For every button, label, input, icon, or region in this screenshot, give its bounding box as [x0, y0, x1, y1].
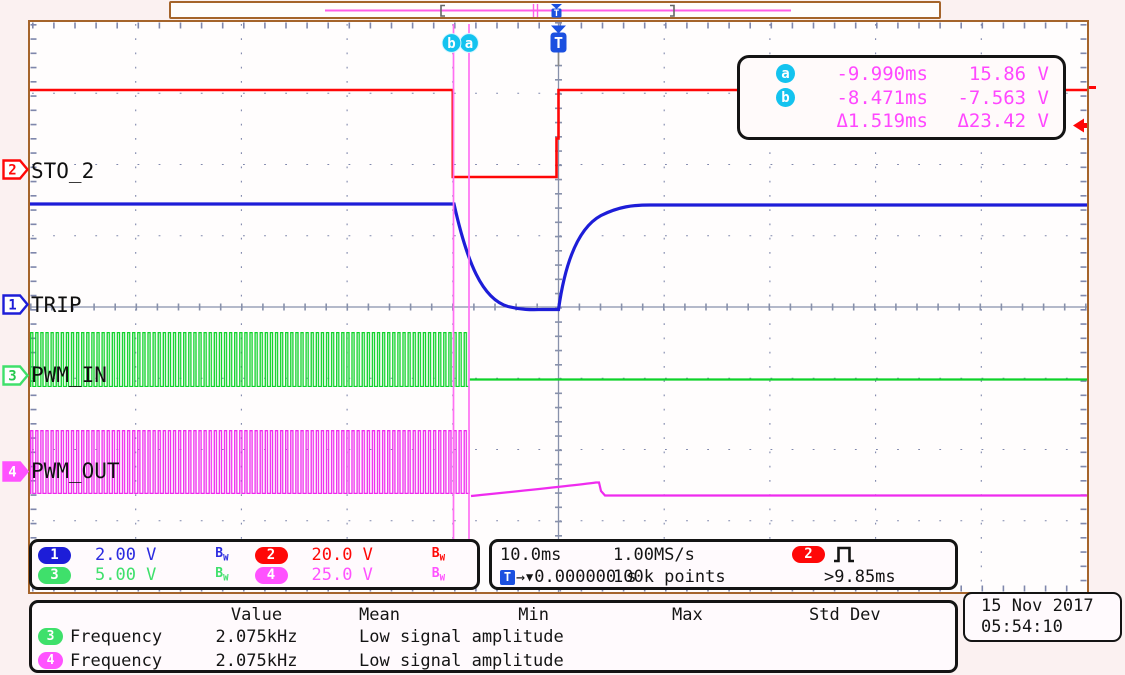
cursor-b-readout-badge: b — [776, 88, 795, 107]
meas-header-value: Value — [230, 605, 283, 625]
ch3-scale: 5.00 V — [95, 565, 157, 585]
ch4-settings[interactable]: 4 25.0 V BW — [254, 565, 472, 585]
time-text: 05:54:10 — [981, 617, 1063, 637]
preview-window-right-bracket — [670, 4, 675, 17]
ch3-label: PWM_IN — [31, 363, 107, 387]
meas-header-min: Min — [518, 605, 549, 625]
trigger-position-readout: T → ▼ 0.000000 s — [500, 567, 637, 587]
ch1-ground-marker[interactable]: 1 — [2, 294, 30, 315]
meas-row1-name: Frequency — [70, 627, 163, 647]
cursor-b-row: b -8.471ms -7.563 V — [750, 86, 1049, 110]
ch4-scale: 25.0 V — [311, 565, 373, 585]
pulse-trigger-icon — [834, 546, 854, 563]
meas-row2-name: Frequency — [70, 651, 163, 671]
meas-row2-value: 2.075kHz — [215, 651, 298, 671]
ch4-decay-waveform — [470, 481, 1087, 498]
cursor-readout-box: a -9.990ms 15.86 V b -8.471ms -7.563 V Δ… — [737, 55, 1066, 140]
cursor-a-badge-label: a — [465, 36, 473, 52]
ch1-label: TRIP — [31, 293, 82, 317]
trigger-source-pill: 2 — [792, 545, 825, 563]
ch3-pill: 3 — [38, 566, 71, 584]
cursor-a-badge[interactable]: a — [459, 33, 479, 53]
cursor-delta-voltage: Δ23.42 V — [957, 110, 1049, 133]
ch2-marker-number: 2 — [8, 163, 16, 179]
waveform-display: a b T — [30, 22, 1087, 592]
datetime-box: 15 Nov 2017 05:54:10 — [963, 592, 1122, 642]
meas-row1-mean: Low signal amplitude — [359, 627, 564, 647]
ch1-bandwidth-icon: BW — [215, 546, 229, 564]
ch4-label: PWM_OUT — [31, 459, 120, 483]
ch3-marker-number: 3 — [8, 369, 16, 385]
acquisition-preview-bar: T — [169, 1, 941, 19]
meas-row2-pill: 4 — [38, 652, 63, 669]
preview-trigger-box — [551, 8, 562, 18]
ch3-settings[interactable]: 3 5.00 V BW — [38, 565, 255, 585]
cursor-a-readout-badge: a — [776, 64, 795, 84]
trigger-position-value: 0.000000 s — [534, 567, 637, 587]
ch4-bandwidth-icon: BW — [431, 566, 445, 584]
ch2-scale: 20.0 V — [311, 545, 373, 565]
ch3-pwm-burst-waveform — [30, 332, 469, 387]
ch3-bandwidth-icon: BW — [215, 566, 229, 584]
date-text: 15 Nov 2017 — [981, 596, 1094, 616]
meas-header-max: Max — [672, 605, 703, 625]
ch1-settings[interactable]: 1 2.00 V BW — [38, 545, 255, 565]
channel-settings-box: 1 2.00 V BW 2 20.0 V BW 3 5.00 V BW 4 25… — [29, 539, 480, 590]
cursor-a-row: a -9.990ms 15.86 V — [750, 62, 1049, 86]
ch2-bandwidth-icon: BW — [431, 546, 445, 564]
timebase-box: 10.0ms T → ▼ 0.000000 s 1.00MS/s 100k po… — [489, 539, 958, 590]
trigger-source: 2 — [792, 545, 856, 563]
cursor-b-badge-label: b — [447, 36, 455, 52]
cursor-a-time: -9.990ms — [836, 62, 928, 85]
record-length: 100k points — [613, 567, 726, 587]
ch4-ground-marker[interactable]: 4 — [2, 461, 30, 482]
meas-row1-pill: 3 — [38, 628, 63, 645]
trigger-holdoff: >9.85ms — [824, 567, 896, 587]
ch4-pwm-burst-waveform — [30, 430, 470, 494]
trigger-flag-t-label: T — [554, 34, 563, 52]
cursor-b-voltage: -7.563 V — [957, 86, 1049, 109]
trigger-position-flag[interactable]: T — [550, 25, 567, 67]
ch4-marker-number: 4 — [8, 465, 16, 481]
ch2-label: STO_2 — [31, 159, 95, 183]
preview-trigger-triangle-icon — [551, 4, 562, 9]
meas-row1-value: 2.075kHz — [215, 627, 298, 647]
preview-trigger-t-label: T — [554, 9, 560, 18]
trigger-arrow-icon: → — [516, 567, 526, 586]
trigger-level-arrow-icon[interactable] — [1073, 118, 1087, 133]
ch1-scale: 2.00 V — [95, 545, 157, 565]
ch4-pill: 4 — [254, 566, 288, 584]
cursor-delta-time: Δ1.519ms — [836, 110, 928, 133]
cursor-b-time: -8.471ms — [836, 86, 928, 109]
ch2-ground-marker[interactable]: 2 — [2, 159, 30, 180]
meas-header-stddev: Std Dev — [809, 605, 881, 625]
meas-header-mean: Mean — [359, 605, 400, 625]
cursor-a-voltage: 15.86 V — [968, 62, 1049, 85]
trigger-t-icon: T — [500, 569, 515, 585]
ch3-ground-marker[interactable]: 3 — [2, 365, 30, 386]
ch2-pill: 2 — [254, 546, 288, 564]
ch2-offscreen-indicator — [1089, 86, 1096, 89]
cursor-delta-row: Δ1.519ms Δ23.42 V — [750, 109, 1049, 133]
preview-window-left-bracket — [440, 4, 445, 17]
trigger-triangle-icon: ▼ — [526, 569, 534, 584]
ch2-settings[interactable]: 2 20.0 V BW — [254, 545, 472, 565]
sample-rate: 1.00MS/s — [613, 545, 695, 565]
preview-bar-graphics: T — [325, 4, 791, 19]
timebase-scale: 10.0ms — [500, 545, 562, 565]
ch1-pill: 1 — [38, 546, 71, 564]
cursor-b-badge[interactable]: b — [441, 33, 462, 53]
ch1-marker-number: 1 — [8, 298, 16, 314]
measurement-box: Value Mean Min Max Std Dev 3 Frequency 2… — [29, 600, 958, 673]
meas-row2-mean: Low signal amplitude — [359, 651, 564, 671]
ch1-waveform — [30, 202, 1087, 312]
